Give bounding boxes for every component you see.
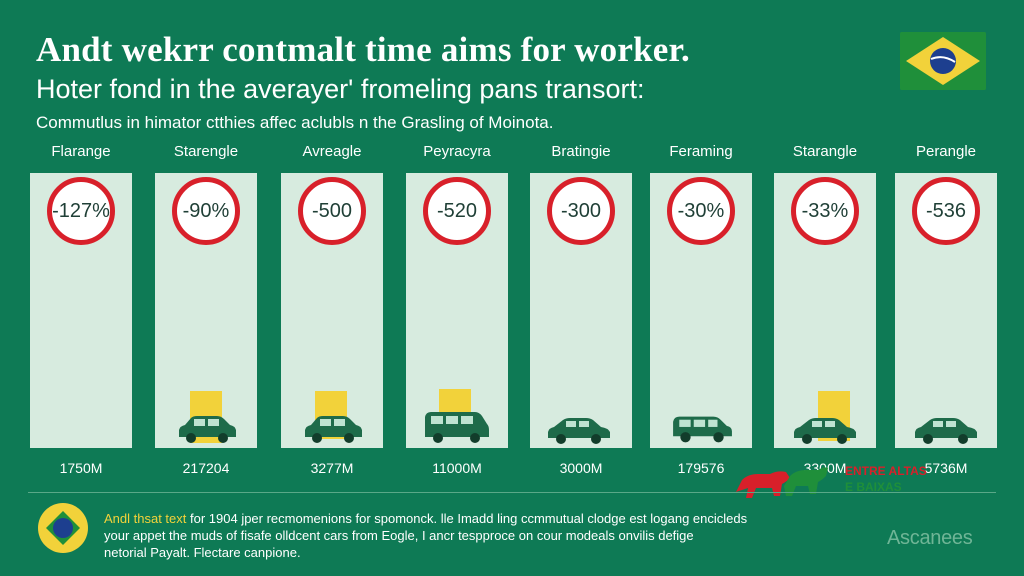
commute-column: -500 bbox=[281, 173, 383, 448]
column-value: 217204 bbox=[182, 460, 230, 476]
car-icon bbox=[179, 416, 236, 443]
percentage-badge: -520 bbox=[423, 177, 491, 245]
brazil-emblem-icon bbox=[38, 503, 88, 553]
footer-line-3: netorial Payalt. Flectare canpione. bbox=[104, 545, 301, 560]
commute-column: -520 bbox=[406, 173, 508, 448]
column-value: 5736M bbox=[924, 460, 968, 476]
column-header: Bratingie bbox=[551, 143, 611, 160]
percentage-badge: -500 bbox=[298, 177, 366, 245]
car-icon bbox=[548, 418, 610, 444]
footer-divider bbox=[28, 492, 996, 493]
column-value: 3277M bbox=[310, 460, 354, 476]
car-icon bbox=[794, 418, 856, 444]
column-header: Feraming bbox=[669, 143, 733, 160]
car-icon bbox=[673, 416, 732, 443]
column-header: Peyracyra bbox=[423, 143, 491, 160]
column-values: 1750M 217204 3277M 11000M 3000M 179576 3… bbox=[0, 460, 1024, 484]
percentage-badge: -536 bbox=[912, 177, 980, 245]
percentage-badge: -33% bbox=[791, 177, 859, 245]
commute-column: -90% bbox=[155, 173, 257, 448]
column-header: Flarange bbox=[51, 143, 111, 160]
column-value: 1750M bbox=[59, 460, 103, 476]
column-header: Perangle bbox=[915, 143, 977, 160]
car-icon bbox=[305, 416, 362, 443]
footer-line-2: your appet the muds of fisafe olldcent c… bbox=[104, 528, 694, 543]
page-subtitle: Hoter fond in the averayer' fromeling pa… bbox=[36, 74, 645, 104]
column-header: Avreagle bbox=[302, 143, 362, 160]
brand-line-2: E BAIXAS bbox=[845, 480, 902, 494]
van-icon bbox=[425, 412, 489, 443]
column-headers: Flarange Starengle Avreagle Peyracyra Br… bbox=[0, 143, 1024, 165]
commute-column: -536 bbox=[895, 173, 997, 448]
column-value: 179576 bbox=[677, 460, 725, 476]
percentage-badge: -300 bbox=[547, 177, 615, 245]
column-header: Starangle bbox=[792, 143, 858, 160]
page-caption: Commutlus in himator ctthies affec aclub… bbox=[36, 113, 554, 132]
footer-paragraph: Andl thsat text for 1904 jper recmomenio… bbox=[104, 510, 824, 561]
commute-column: -33% bbox=[774, 173, 876, 448]
percentage-badge: -30% bbox=[667, 177, 735, 245]
column-value: 3000M bbox=[559, 460, 603, 476]
commute-column: -30% bbox=[650, 173, 752, 448]
footer-line-1: for 1904 jper recmomenions for spomonck.… bbox=[186, 511, 748, 526]
brand-line-1: ENTRE ALTAS bbox=[845, 464, 927, 478]
column-value: 11000M bbox=[432, 460, 482, 476]
commute-column: -127% bbox=[30, 173, 132, 448]
page-title: Andt wekrr contmalt time aims for worker… bbox=[36, 30, 690, 69]
bull-logo-icon bbox=[736, 467, 828, 498]
brazil-flag-icon bbox=[900, 32, 986, 90]
watermark: Ascanees bbox=[887, 527, 973, 549]
percentage-badge: -90% bbox=[172, 177, 240, 245]
brand-logo-text: ENTRE ALTAS E BAIXAS bbox=[845, 463, 927, 495]
car-icon bbox=[915, 418, 977, 444]
footer-lead: Andl thsat text bbox=[104, 511, 187, 526]
commute-column: -300 bbox=[530, 173, 632, 448]
column-header: Starengle bbox=[173, 143, 239, 160]
percentage-badge: -127% bbox=[47, 177, 115, 245]
